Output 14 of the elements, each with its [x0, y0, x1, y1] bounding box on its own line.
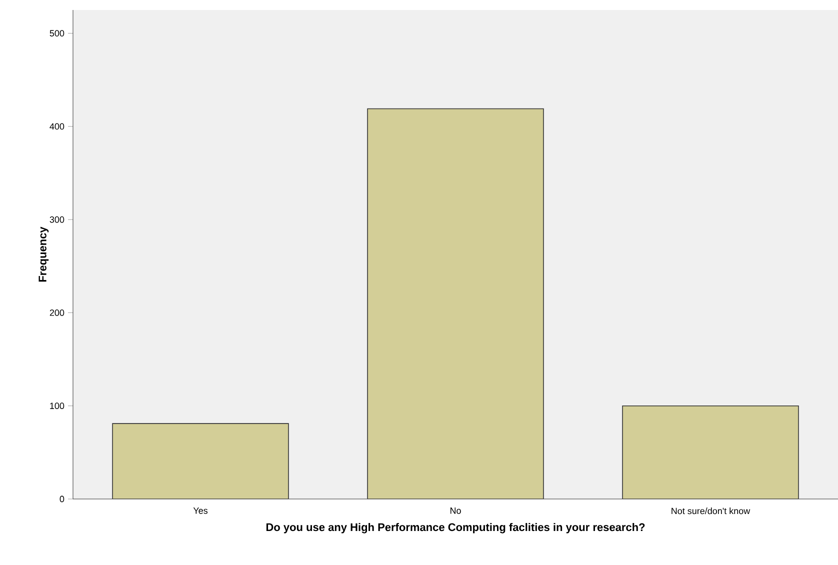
bar: [112, 423, 289, 499]
y-tick-label: 0: [60, 496, 64, 502]
bar: [622, 405, 799, 499]
y-tick-label: 500: [50, 30, 64, 36]
y-tick-label: 300: [50, 216, 64, 223]
x-axis-title: Do you use any High Performance Computing faclities in your research?: [266, 523, 645, 534]
x-tick-label: Not sure/don't know: [672, 508, 750, 514]
x-tick-label: Yes: [193, 508, 208, 514]
y-tick-label: 200: [50, 310, 64, 316]
y-tick-label: 400: [50, 123, 64, 130]
bar: [367, 108, 544, 499]
x-tick-label: No: [450, 508, 461, 514]
y-tick-label: 100: [50, 402, 64, 410]
y-axis-title: Frequency: [38, 226, 49, 282]
